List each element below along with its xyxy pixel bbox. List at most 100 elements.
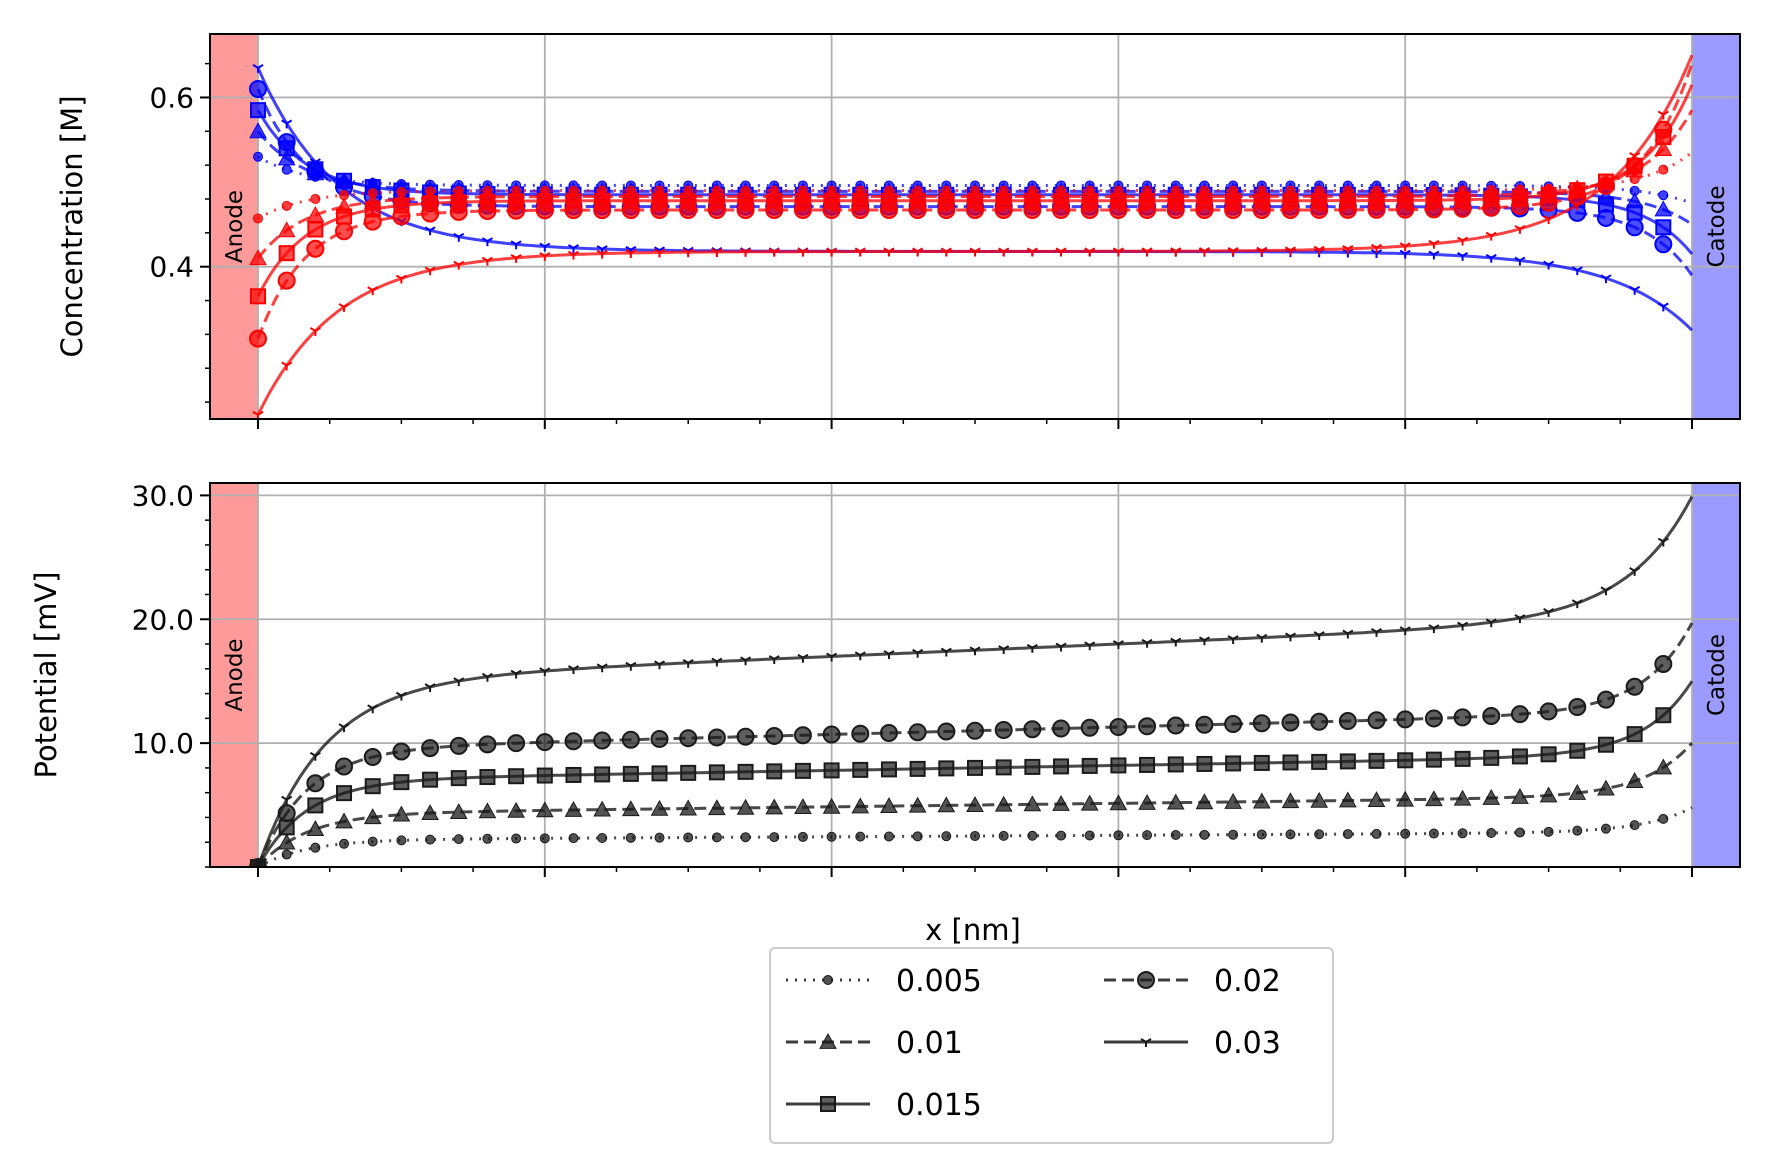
data-point — [539, 242, 551, 252]
data-point — [1428, 828, 1439, 839]
data-point — [507, 801, 525, 818]
data-point — [510, 240, 522, 250]
data-point — [1281, 200, 1300, 219]
data-point — [421, 739, 440, 758]
data-point — [1224, 715, 1243, 734]
data-point — [1023, 795, 1042, 812]
data-point — [822, 725, 841, 744]
data-point — [338, 303, 350, 312]
data-point — [969, 247, 981, 257]
data-point — [1342, 829, 1353, 840]
data-point — [1055, 247, 1067, 257]
data-point — [794, 762, 811, 779]
anode-region — [210, 483, 258, 867]
data-point — [481, 237, 493, 247]
data-point — [880, 761, 897, 778]
data-point — [1539, 702, 1558, 721]
data-point — [1453, 789, 1472, 806]
legend-entry-0.02: 0.02 — [1104, 964, 1281, 999]
series-anion-0.02 — [249, 80, 1694, 277]
data-point — [1514, 614, 1526, 623]
series-potential-0.005 — [253, 806, 1693, 867]
data-point — [421, 204, 440, 223]
data-point — [1284, 632, 1296, 642]
data-point — [1485, 618, 1497, 628]
data-point — [1342, 629, 1354, 639]
data-point — [851, 201, 870, 220]
data-point — [1112, 640, 1124, 650]
data-point — [1224, 200, 1243, 219]
data-point — [937, 722, 956, 741]
legend-entry-0.01: 0.01 — [786, 1026, 963, 1061]
data-point — [1367, 711, 1386, 730]
data-point — [281, 361, 293, 371]
data-point — [367, 286, 379, 296]
legend-marker — [1137, 971, 1155, 989]
data-point — [1568, 698, 1587, 717]
data-point — [336, 785, 353, 802]
data-point — [621, 730, 640, 749]
data-point — [740, 656, 752, 666]
data-point — [1256, 633, 1268, 643]
data-point — [597, 832, 608, 843]
data-point — [797, 831, 808, 842]
data-point — [855, 831, 866, 842]
data-point — [1657, 537, 1669, 547]
data-point — [1109, 200, 1128, 219]
data-point — [765, 726, 784, 745]
data-point — [1227, 635, 1239, 644]
data-point — [1397, 752, 1414, 769]
data-point — [1425, 751, 1442, 768]
data-point — [249, 249, 267, 266]
data-point — [1371, 628, 1383, 637]
data-point — [1053, 758, 1070, 775]
data-point — [1138, 793, 1156, 810]
data-point — [1225, 755, 1242, 772]
data-point — [1457, 621, 1469, 631]
data-point — [395, 274, 407, 284]
data-point — [740, 832, 751, 843]
data-point — [539, 667, 551, 677]
data-point — [822, 797, 841, 814]
data-point — [883, 247, 895, 257]
series-potential-0.015 — [250, 680, 1694, 867]
data-point — [1625, 218, 1644, 237]
data-point — [249, 80, 267, 98]
data-point — [1314, 829, 1325, 840]
data-point — [793, 726, 812, 745]
data-point — [1256, 829, 1267, 840]
data-point — [1629, 285, 1641, 295]
data-point — [1539, 786, 1558, 803]
data-point — [1342, 244, 1354, 254]
data-point — [621, 800, 640, 817]
data-point — [511, 833, 522, 844]
data-point — [478, 802, 497, 819]
y-tick-label: 10.0 — [132, 727, 194, 760]
legend-label: 0.02 — [1214, 964, 1281, 999]
data-point — [908, 723, 927, 742]
data-point — [249, 122, 267, 139]
legend-entry-0.015: 0.015 — [786, 1088, 982, 1123]
data-point — [1052, 794, 1070, 811]
data-point — [564, 800, 583, 817]
data-point — [654, 832, 665, 843]
data-point — [1568, 783, 1587, 800]
data-point — [507, 201, 526, 220]
data-point — [1367, 200, 1386, 219]
data-point — [1424, 200, 1443, 219]
data-point — [970, 831, 980, 842]
data-point — [1399, 626, 1411, 636]
data-point — [567, 665, 579, 675]
data-point — [679, 729, 698, 748]
axes-frame — [209, 33, 1741, 420]
legend: 0.005 0.01 0.015 0.02 0.03 — [769, 947, 1334, 1144]
data-point — [711, 248, 723, 257]
data-point — [1023, 200, 1042, 219]
potential-panel: Anode Catode 10.0 20.0 30.0 Potential [mV] — [29, 479, 1741, 877]
data-point — [567, 244, 579, 253]
data-point — [1400, 828, 1411, 839]
legend-label: 0.01 — [896, 1026, 963, 1061]
data-point — [1368, 752, 1385, 769]
data-point — [1026, 247, 1038, 257]
